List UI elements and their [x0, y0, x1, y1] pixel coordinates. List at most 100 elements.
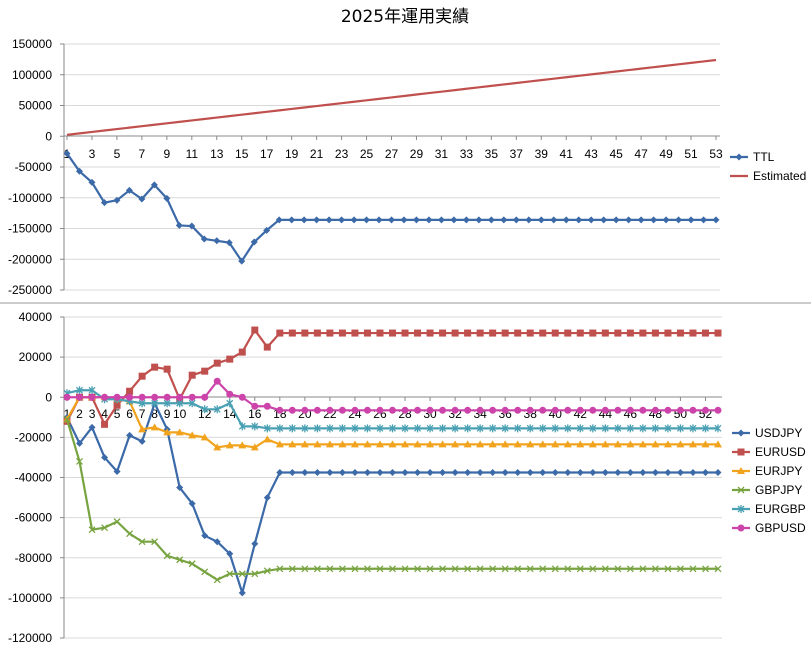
data-point [626, 424, 634, 433]
data-point [688, 440, 697, 448]
data-point [76, 393, 84, 401]
x-tick-label: 7 [139, 147, 146, 161]
data-point [288, 440, 297, 448]
top-chart: 2025年運用実績 150000 100000 50000 0 -50000 -10000… [8, 7, 806, 297]
data-point [414, 468, 422, 476]
data-point [714, 424, 722, 433]
y-tick-label: -250000 [8, 283, 52, 297]
data-point [389, 565, 396, 573]
data-point [663, 440, 672, 448]
data-point [639, 424, 647, 433]
data-point [100, 199, 108, 207]
data-point [251, 326, 259, 334]
data-point [389, 424, 396, 433]
legend-label: EURGBP [755, 502, 806, 516]
x-tick-label: 35 [485, 147, 499, 161]
x-tick-label: 37 [510, 147, 524, 161]
data-point [176, 393, 184, 401]
data-point [601, 468, 609, 476]
x-tick-label: 25 [360, 147, 374, 161]
data-point [437, 216, 445, 224]
data-point [163, 365, 171, 373]
legend-marker [737, 505, 745, 513]
data-point [651, 440, 660, 448]
top-y-axis: 150000 100000 50000 0 -50000 -100000 -150000 -2… [8, 37, 65, 297]
data-point [689, 565, 697, 573]
data-point [188, 222, 196, 230]
data-point [351, 424, 359, 433]
data-point [450, 216, 458, 224]
data-point [489, 565, 497, 573]
data-point [250, 238, 258, 246]
x-tick-label: 17 [260, 147, 274, 161]
data-point [288, 468, 296, 476]
y-tick-label: -50000 [15, 160, 53, 174]
data-point [351, 565, 359, 573]
data-point [151, 363, 159, 371]
data-point [363, 406, 371, 414]
data-point [439, 468, 447, 476]
x-tick-label: 13 [210, 147, 224, 161]
data-point [651, 468, 659, 476]
data-point [613, 440, 622, 448]
data-point [664, 406, 672, 414]
data-point [213, 443, 222, 451]
data-point [263, 424, 271, 433]
data-point [689, 424, 697, 433]
data-point [664, 424, 672, 433]
data-point [163, 393, 171, 401]
x-tick-label: 43 [585, 147, 599, 161]
x-tick-label: 3 [89, 407, 96, 421]
data-point [251, 540, 259, 548]
data-point [338, 406, 346, 414]
data-point [138, 538, 146, 546]
data-point [338, 424, 346, 433]
data-point [501, 329, 509, 337]
data-point [501, 565, 509, 573]
data-point [375, 216, 383, 224]
data-point [389, 406, 396, 414]
data-point [589, 468, 597, 476]
data-point [689, 468, 697, 476]
data-point [113, 518, 121, 526]
data-point [300, 440, 309, 448]
data-point [313, 406, 321, 414]
data-point [501, 424, 509, 433]
legend-marker [737, 486, 745, 494]
data-point [414, 565, 421, 573]
data-point [88, 386, 96, 395]
legend-entry-eurgbp: EURGBP [732, 502, 806, 516]
data-point [464, 406, 472, 414]
data-point [101, 393, 109, 401]
data-point [526, 440, 535, 448]
data-point [375, 440, 384, 448]
data-point [238, 257, 246, 265]
data-point [589, 406, 597, 414]
data-point [562, 216, 570, 224]
data-point [712, 216, 720, 224]
x-tick-label: 12 [198, 407, 212, 421]
bottom-y-axis: 40000 20000 0 -20000 -40000 -60000 -80000 -1000… [8, 310, 65, 645]
x-tick-label: 5 [114, 407, 121, 421]
data-point [288, 424, 296, 433]
data-point [589, 565, 597, 573]
data-point [138, 372, 146, 380]
data-point [238, 589, 246, 597]
data-point [551, 329, 559, 337]
legend-label: Estimated [753, 169, 806, 183]
data-point [601, 424, 609, 433]
y-tick-label: -200000 [8, 252, 52, 266]
y-tick-label: 20000 [19, 350, 53, 364]
x-tick-label: 6 [126, 407, 133, 421]
data-point [88, 526, 96, 534]
data-point [351, 468, 359, 476]
data-point [426, 468, 434, 476]
data-point [251, 402, 259, 410]
top-legend: TTL Estimated [730, 150, 806, 183]
data-point [614, 329, 622, 337]
data-point [376, 406, 384, 414]
data-point [514, 406, 522, 414]
data-point [238, 422, 246, 431]
data-point [476, 424, 484, 433]
data-point [363, 468, 371, 476]
